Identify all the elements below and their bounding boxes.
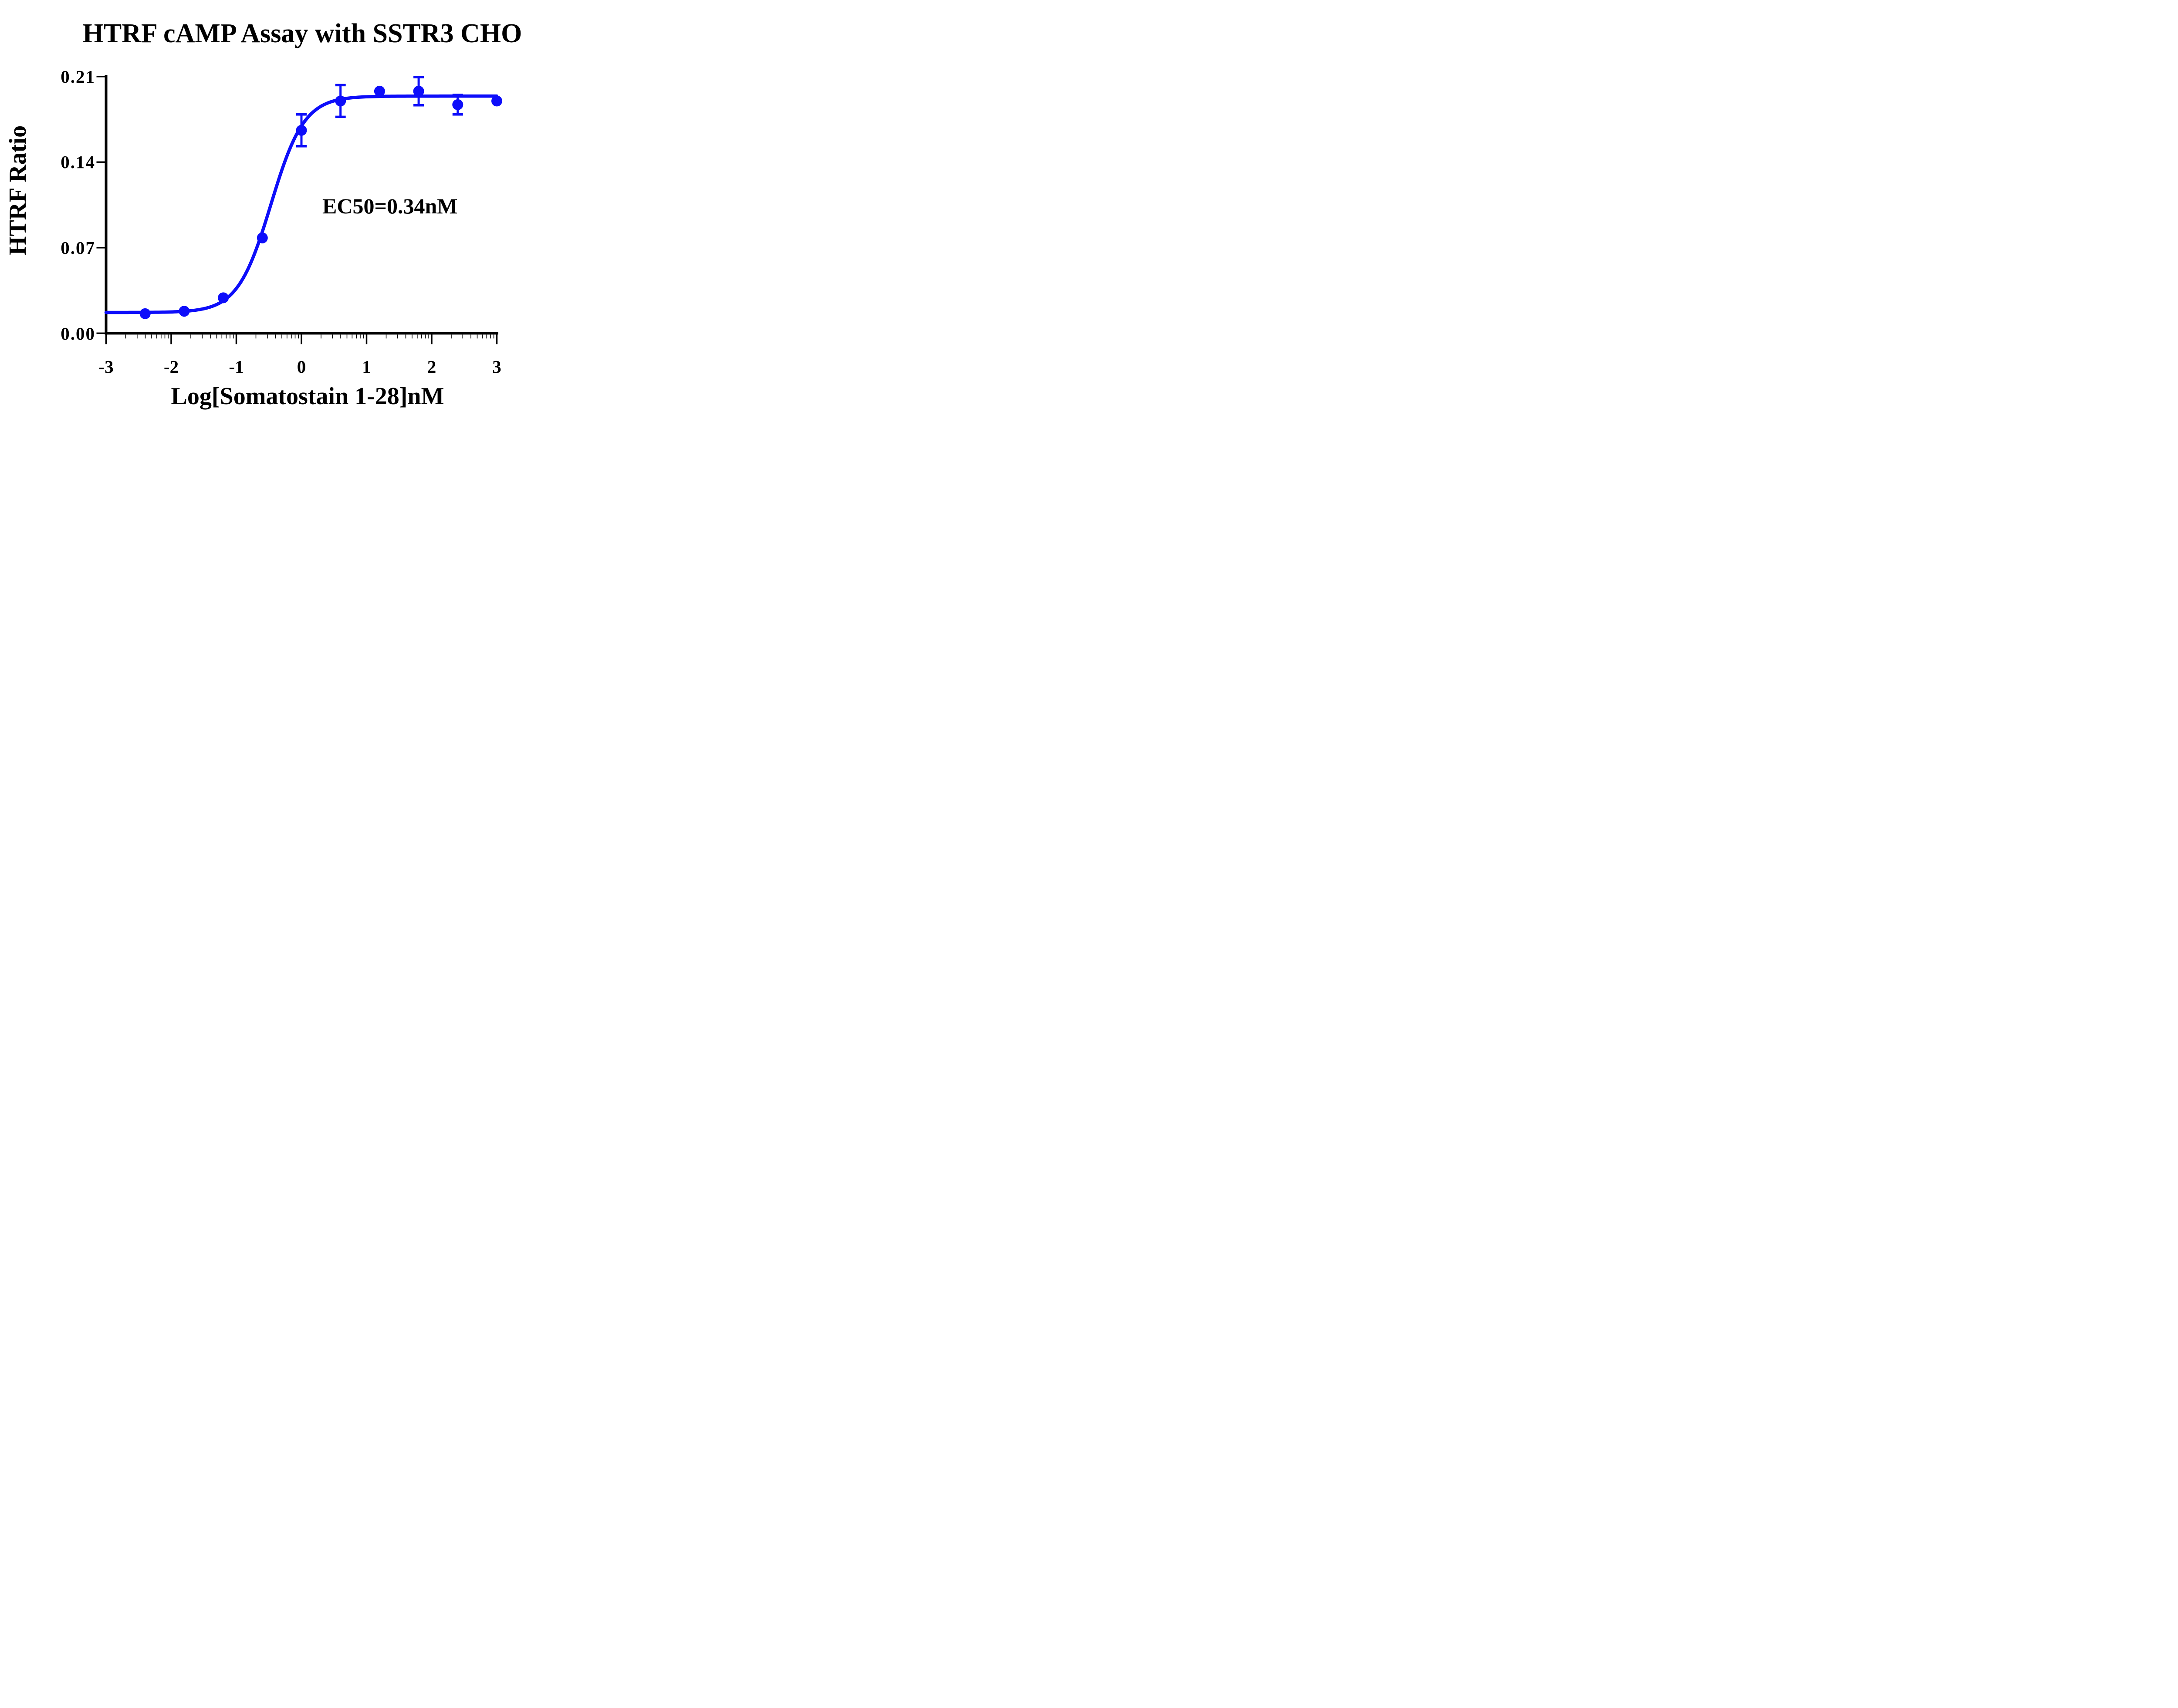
x-tick-label: 2 xyxy=(427,357,436,377)
error-bar-cap-bottom xyxy=(413,104,424,107)
x-tick-label: -2 xyxy=(164,357,179,377)
data-point xyxy=(491,95,502,107)
plot-area xyxy=(96,75,502,344)
data-point xyxy=(139,308,151,319)
x-tick-label: 3 xyxy=(492,357,501,377)
y-tick-label: 0.14 xyxy=(61,152,95,172)
error-bar-cap-bottom xyxy=(335,115,346,118)
data-point xyxy=(413,85,424,97)
data-point xyxy=(257,232,268,243)
y-axis-title: HTRF Ratio xyxy=(4,125,31,255)
error-bar-cap-top xyxy=(335,84,346,87)
data-point xyxy=(296,125,307,136)
error-bar-cap-top xyxy=(296,113,307,116)
data-point xyxy=(218,292,229,304)
error-bar-cap-top xyxy=(413,76,424,78)
x-tick-label: 1 xyxy=(362,357,371,377)
y-tick-label: 0.00 xyxy=(61,324,95,344)
ec50-annotation: EC50=0.34nM xyxy=(322,194,457,218)
x-tick-label: 0 xyxy=(297,357,306,377)
y-tick-label: 0.21 xyxy=(61,67,95,87)
chart-canvas: HTRF cAMP Assay with SSTR3 CHO HTRF Rati… xyxy=(4,19,522,410)
data-point xyxy=(179,306,190,317)
y-tick-label: 0.07 xyxy=(61,238,95,258)
data-point xyxy=(452,99,463,110)
x-tick-labels: -3 -2 -1 0 1 2 3 xyxy=(98,357,501,377)
x-tick-label: -1 xyxy=(229,357,244,377)
error-bar-cap-top xyxy=(452,94,463,96)
y-tick-labels: 0.21 0.14 0.07 0.00 xyxy=(61,67,95,344)
data-point xyxy=(335,95,346,107)
x-axis-title: Log[Somatostain 1-28]nM xyxy=(171,383,444,410)
chart-title: HTRF cAMP Assay with SSTR3 CHO xyxy=(83,19,522,48)
error-bar-cap-bottom xyxy=(296,145,307,148)
chart-figure: HTRF cAMP Assay with SSTR3 CHO HTRF Rati… xyxy=(0,0,554,427)
x-tick-label: -3 xyxy=(98,357,113,377)
error-bar-cap-bottom xyxy=(452,113,463,116)
data-point xyxy=(374,85,385,97)
